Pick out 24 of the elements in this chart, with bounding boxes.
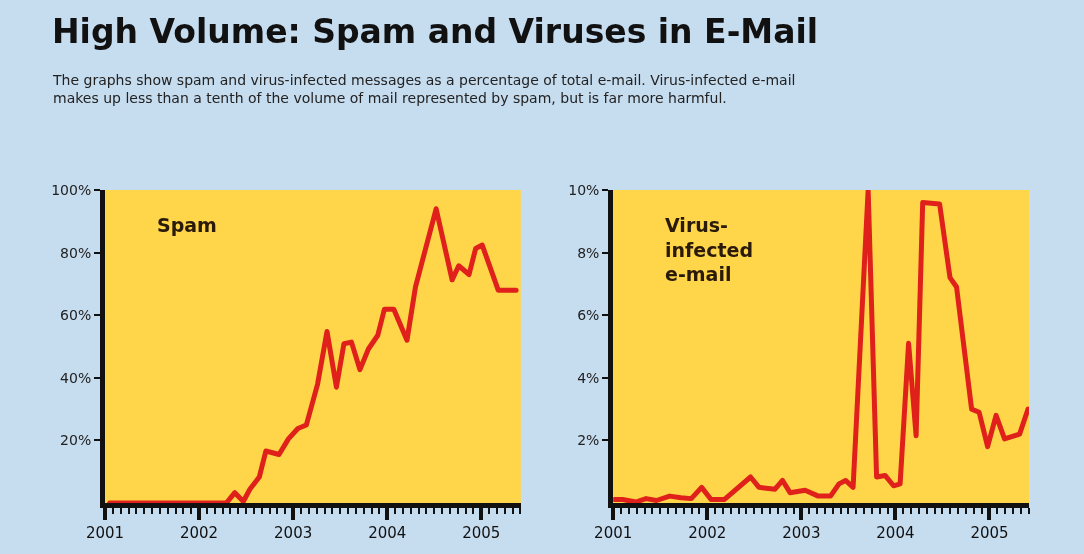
x-tick-label: 2001 — [594, 524, 633, 542]
y-tick-label: 8% — [577, 244, 600, 261]
y-tick-label: 80% — [60, 244, 92, 261]
y-tick-label: 40% — [60, 369, 92, 386]
x-tick-label: 2002 — [179, 524, 219, 542]
y-tick-label: 10% — [568, 181, 600, 198]
y-tick-label: 20% — [60, 432, 92, 449]
text: Spam — [157, 214, 217, 236]
chart-subtitle: The graphs show spam and virus-infected messages as a percentage of total e-mail. Virus-infected e-mail makes up less than a tenth of the volume of mail represented by spam, but is far more harmful. — [52, 72, 796, 107]
x-tick-label: 2004 — [876, 524, 915, 542]
x-tick-label: 2005 — [462, 524, 501, 542]
y-tick-label: 2% — [577, 432, 600, 449]
y-tick-label: 6% — [577, 307, 600, 324]
x-tick-label: 2003 — [274, 524, 313, 542]
x-tick-label: 2005 — [970, 524, 1009, 542]
y-tick-label: 60% — [60, 307, 92, 324]
x-tick-label: 2004 — [368, 524, 407, 542]
y-tick-label: 4% — [577, 369, 600, 386]
text: Virus- infected e-mail — [665, 214, 754, 286]
x-tick-label: 2002 — [688, 524, 727, 542]
y-tick-label: 100% — [51, 181, 92, 198]
x-tick-label: 2003 — [782, 524, 821, 542]
chart-title: High Volume: Spam and Viruses in E-Mail — [52, 12, 819, 51]
x-tick-label: 2001 — [85, 524, 125, 542]
